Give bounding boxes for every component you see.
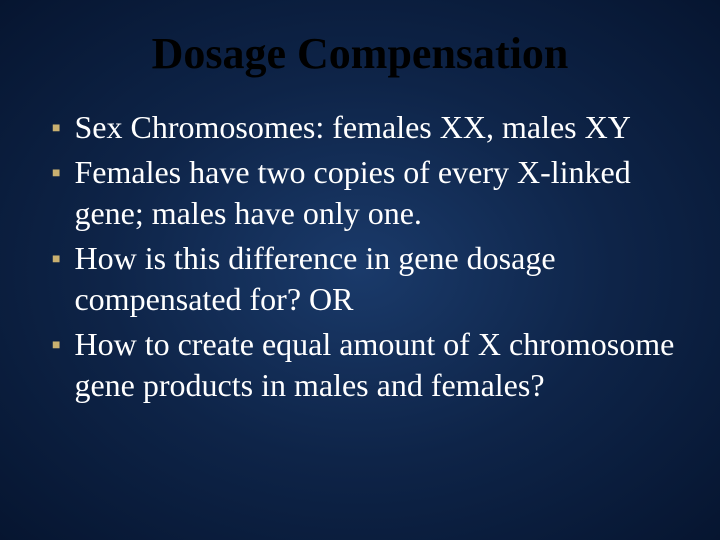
bullet-icon: ■ bbox=[52, 165, 60, 183]
list-item: ■ How is this difference in gene dosage … bbox=[52, 238, 680, 320]
list-item: ■ Sex Chromosomes: females XX, males XY bbox=[52, 107, 680, 148]
bullet-icon: ■ bbox=[52, 120, 60, 138]
bullet-text: How is this difference in gene dosage co… bbox=[74, 238, 680, 320]
bullet-icon: ■ bbox=[52, 251, 60, 269]
slide-title: Dosage Compensation bbox=[40, 28, 680, 79]
list-item: ■ Females have two copies of every X-lin… bbox=[52, 152, 680, 234]
slide-container: Dosage Compensation ■ Sex Chromosomes: f… bbox=[0, 0, 720, 540]
bullet-text: How to create equal amount of X chromoso… bbox=[74, 324, 680, 406]
bullet-icon: ■ bbox=[52, 337, 60, 355]
list-item: ■ How to create equal amount of X chromo… bbox=[52, 324, 680, 406]
bullet-list: ■ Sex Chromosomes: females XX, males XY … bbox=[40, 107, 680, 406]
bullet-text: Sex Chromosomes: females XX, males XY bbox=[74, 107, 630, 148]
bullet-text: Females have two copies of every X-linke… bbox=[74, 152, 680, 234]
